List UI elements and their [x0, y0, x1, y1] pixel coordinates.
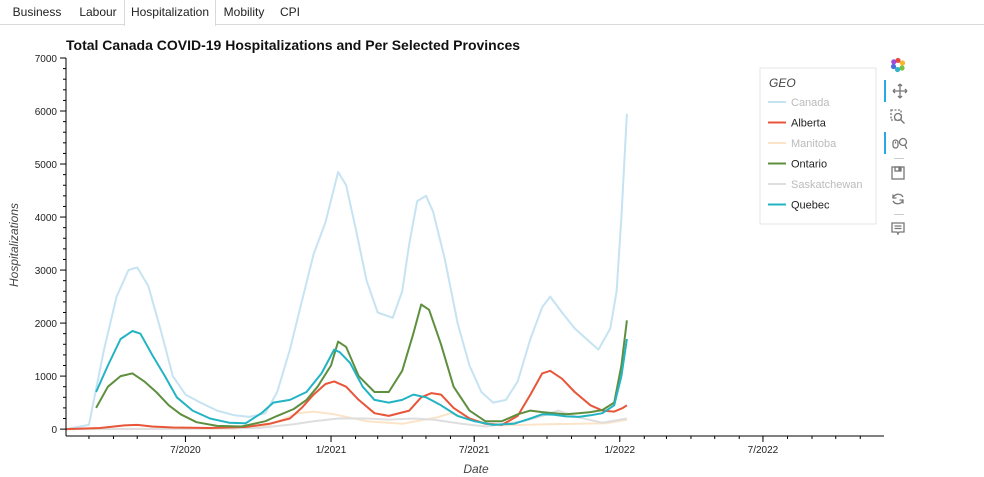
- series-line-alberta: [65, 369, 628, 431]
- x-tick-label: 1/2022: [604, 445, 635, 456]
- x-tick-label: 7/2022: [748, 445, 779, 456]
- toolbar-separator: [894, 214, 904, 215]
- axes: 0 1000 2000 3000 4000 5000 6000 7000 7/2020 1/202…: [35, 54, 884, 456]
- chart-toolbar: [884, 54, 912, 244]
- y-tick-label: 2000: [35, 319, 58, 330]
- series-line-canada: [65, 113, 628, 431]
- series-line-saskatchewan: [65, 409, 628, 431]
- tab-business[interactable]: Business: [12, 5, 62, 19]
- y-tick-label: 5000: [35, 160, 58, 171]
- x-tick-label: 7/2021: [459, 445, 490, 456]
- save-icon[interactable]: [884, 162, 912, 184]
- pan-icon[interactable]: [884, 80, 914, 102]
- legend-box: [759, 67, 877, 225]
- y-tick-label: 4000: [35, 213, 58, 224]
- legend-title: GEO: [769, 76, 796, 90]
- legend-item-saskatchewan[interactable]: Saskatchewan: [791, 179, 863, 191]
- legend-item-alberta[interactable]: Alberta: [791, 118, 827, 130]
- tab-mobility[interactable]: Mobility: [223, 5, 265, 19]
- hover-icon[interactable]: [884, 218, 912, 240]
- chart-title: Total Canada COVID-19 Hospitalizations a…: [66, 37, 520, 53]
- legend-item-ontario[interactable]: Ontario: [791, 159, 827, 171]
- bokeh-logo-icon[interactable]: [884, 54, 912, 76]
- y-tick-label: 6000: [35, 107, 58, 118]
- box-zoom-icon[interactable]: [884, 106, 912, 128]
- x-axis-label: Date: [463, 462, 489, 476]
- y-axis-label: Hospitalizations: [7, 203, 21, 287]
- x-tick-label: 1/2021: [316, 445, 347, 456]
- y-tick-label: 3000: [35, 266, 58, 277]
- series-line-quebec: [95, 330, 628, 426]
- series-line-ontario: [95, 303, 628, 428]
- toolbar-separator: [894, 158, 904, 159]
- plot-area[interactable]: [65, 113, 628, 431]
- legend-item-canada[interactable]: Canada: [791, 97, 830, 109]
- legend: GEO Canada Alberta Manitoba Ontario Saskatch…: [759, 67, 877, 225]
- tab-labour[interactable]: Labour: [79, 5, 117, 19]
- legend-item-manitoba[interactable]: Manitoba: [791, 138, 837, 150]
- legend-item-quebec[interactable]: Quebec: [791, 200, 830, 212]
- reset-icon[interactable]: [884, 188, 912, 210]
- tab-hospitalization[interactable]: Hospitalization: [124, 0, 216, 26]
- y-tick-label: 1000: [35, 372, 58, 383]
- y-tick-label: 0: [51, 425, 57, 436]
- tab-bar: Business Labour Hospitalization Mobility…: [0, 0, 984, 26]
- x-tick-label: 7/2020: [170, 445, 201, 456]
- tab-cpi[interactable]: CPI: [279, 5, 300, 19]
- wheel-zoom-icon[interactable]: [884, 132, 914, 154]
- y-tick-label: 7000: [35, 54, 58, 65]
